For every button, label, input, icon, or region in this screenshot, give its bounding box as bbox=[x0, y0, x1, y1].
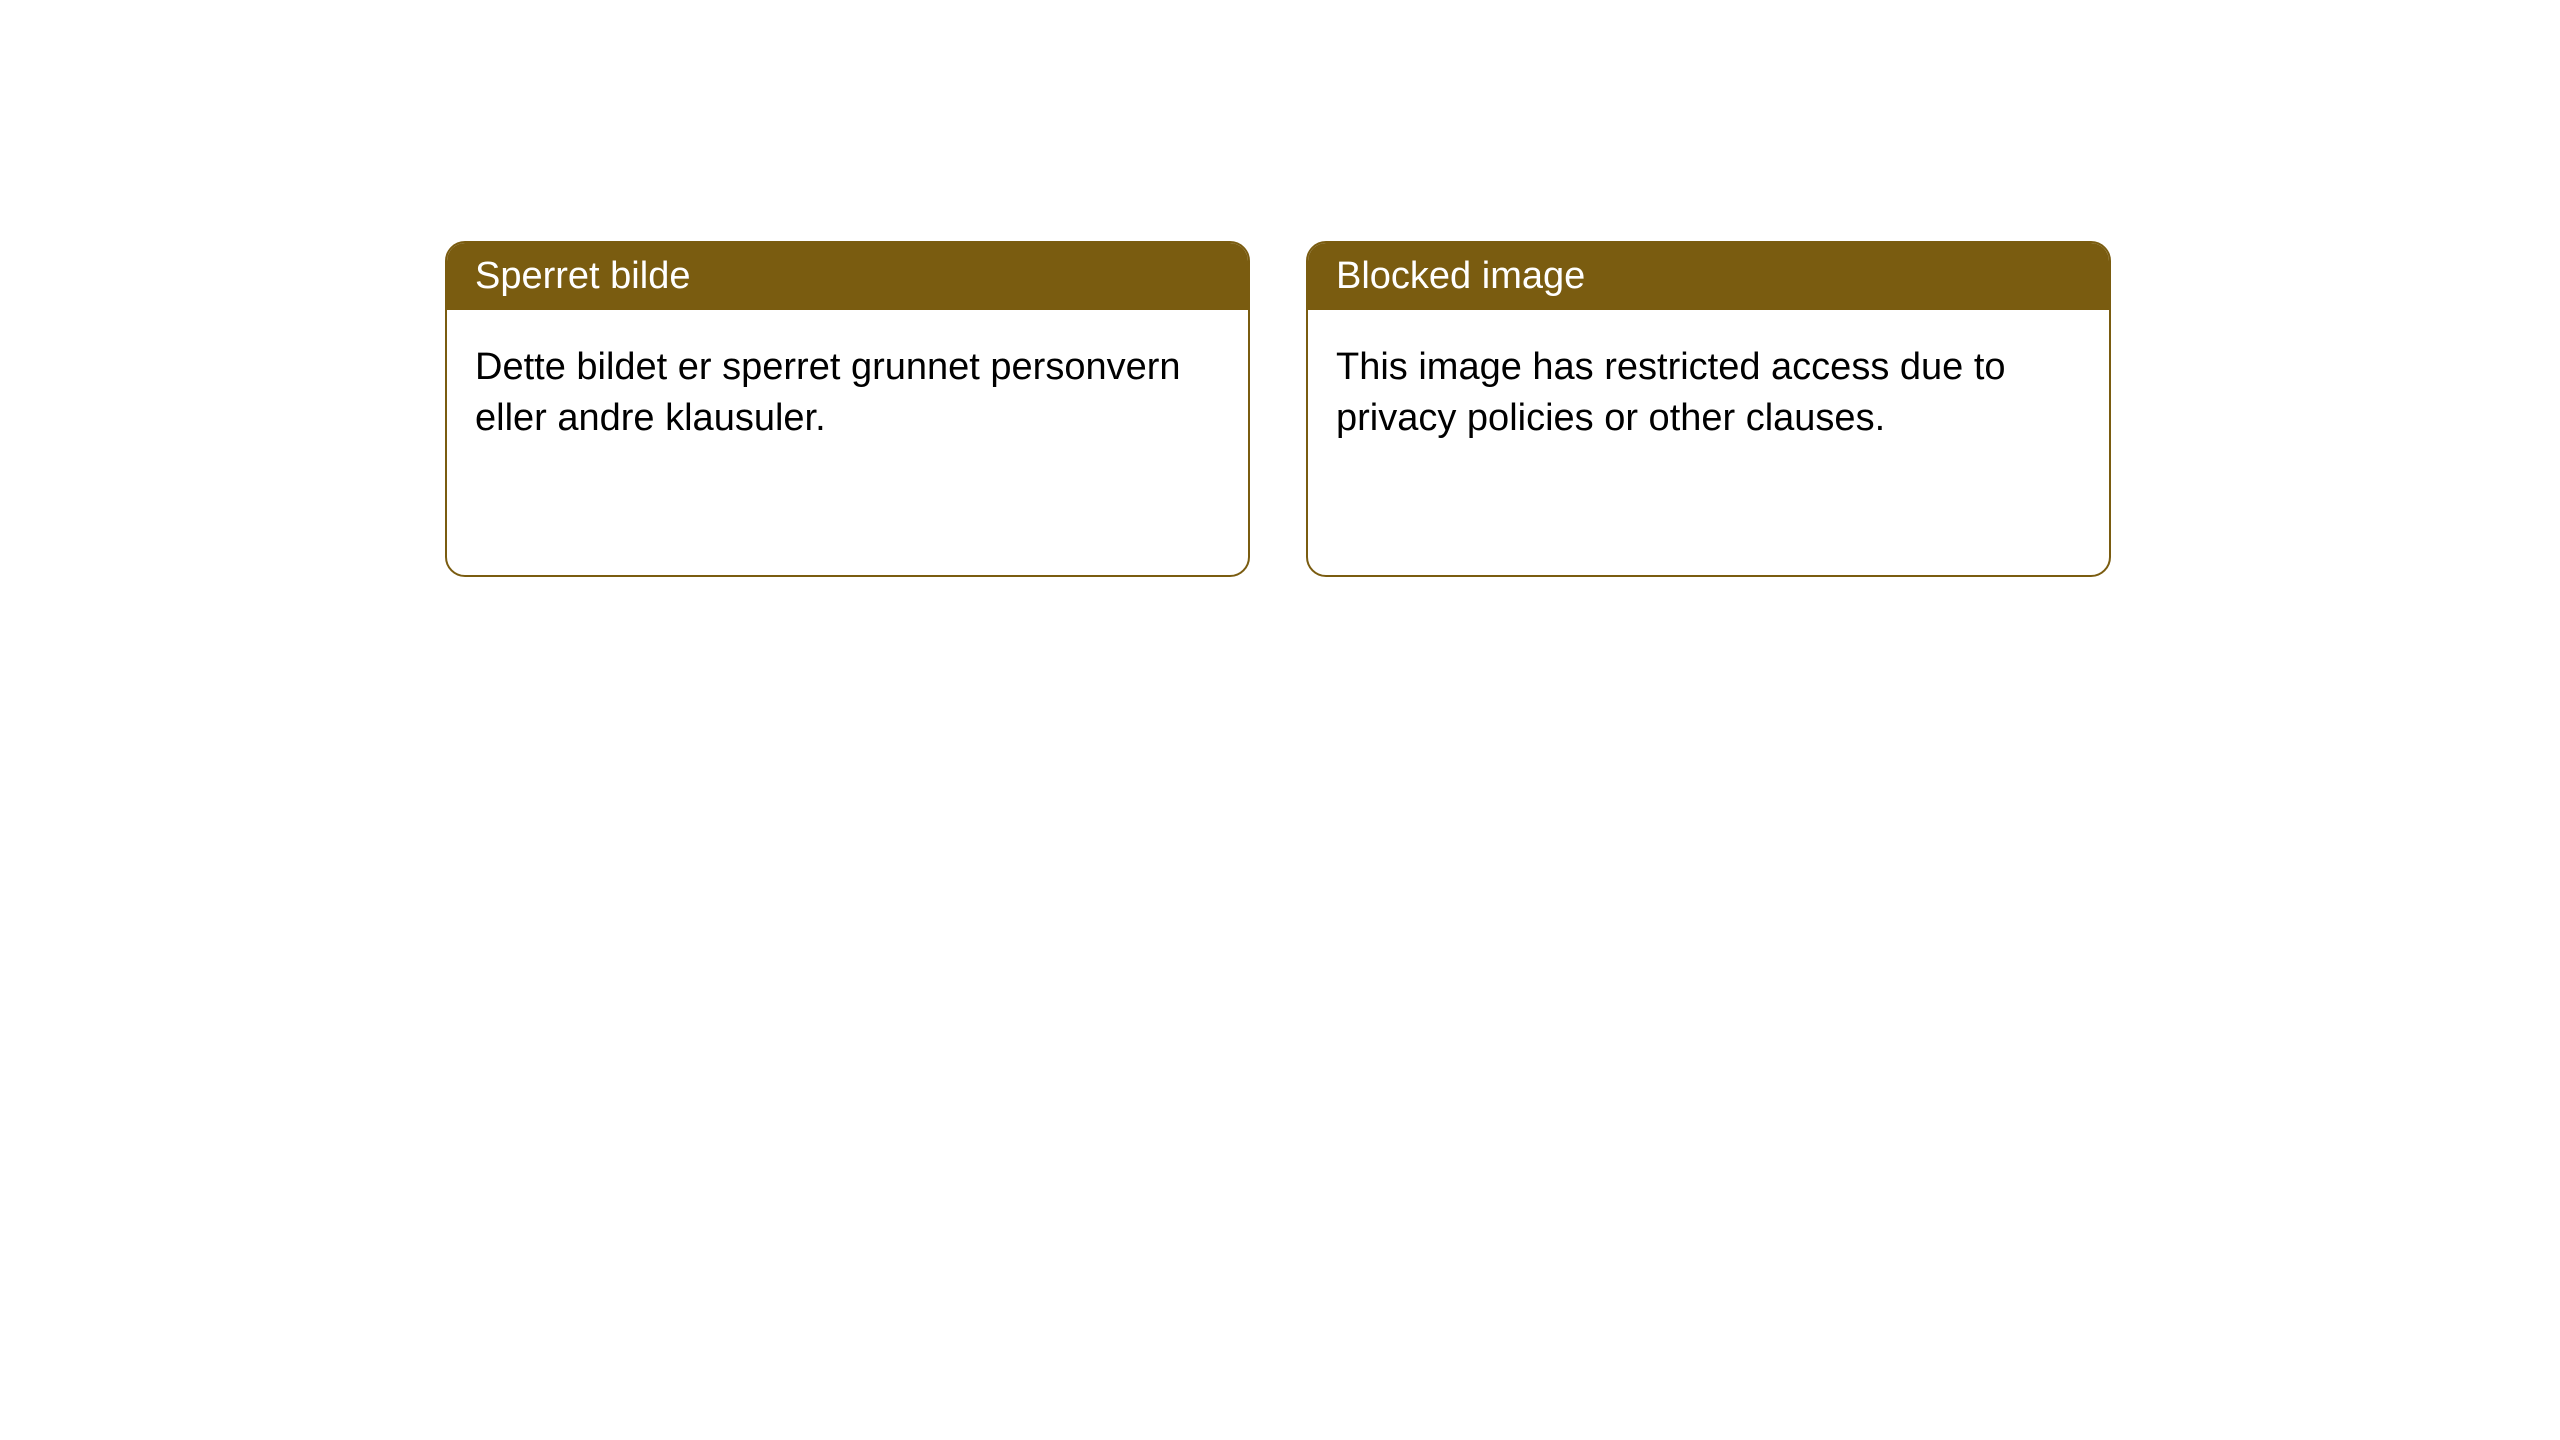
notice-card-body-en: This image has restricted access due to … bbox=[1308, 310, 2109, 477]
notice-card-en: Blocked image This image has restricted … bbox=[1306, 241, 2111, 577]
notice-card-body-no: Dette bildet er sperret grunnet personve… bbox=[447, 310, 1248, 477]
notice-card-no: Sperret bilde Dette bildet er sperret gr… bbox=[445, 241, 1250, 577]
notice-card-title-en: Blocked image bbox=[1308, 243, 2109, 310]
notice-container: Sperret bilde Dette bildet er sperret gr… bbox=[0, 0, 2560, 577]
notice-card-title-no: Sperret bilde bbox=[447, 243, 1248, 310]
